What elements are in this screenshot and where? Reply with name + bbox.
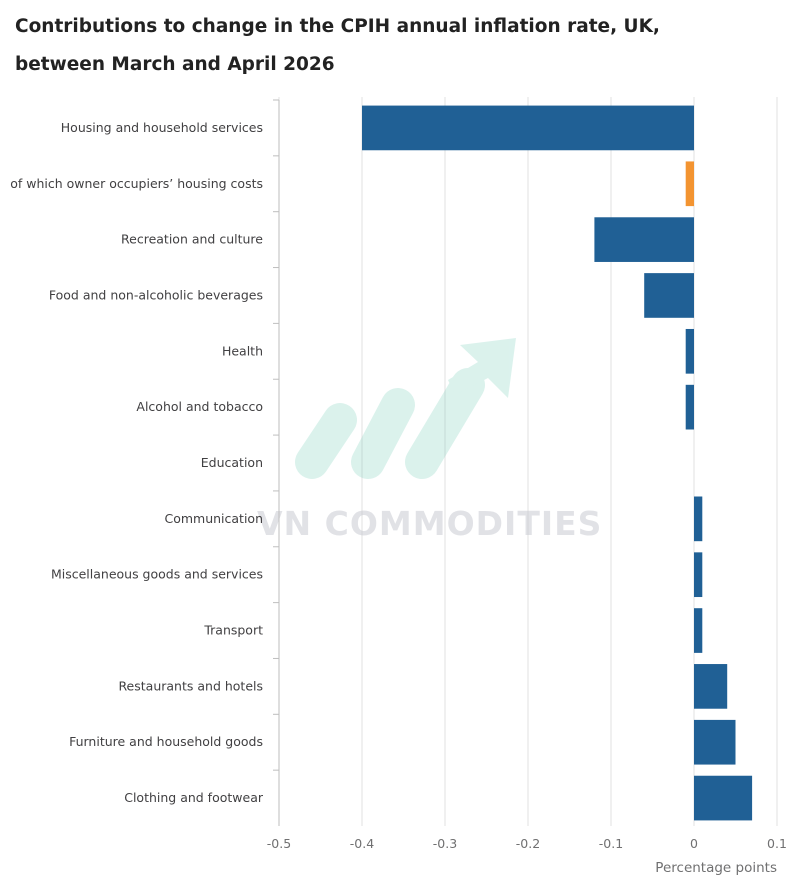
- bar: [685, 328, 694, 374]
- x-tick-label: 0: [690, 836, 698, 851]
- x-tick-label: -0.3: [433, 836, 457, 851]
- x-axis-title: Percentage points: [655, 860, 777, 876]
- x-axis-ticks: -0.5 -0.4 -0.3 -0.2 -0.1 0 0.1: [267, 836, 787, 851]
- category-label: Transport: [203, 623, 263, 638]
- bar: [685, 161, 694, 207]
- category-label: Miscellaneous goods and services: [51, 567, 263, 582]
- bar: [644, 273, 694, 318]
- category-label: Food and non-alcoholic beverages: [49, 287, 263, 302]
- bar: [694, 775, 753, 821]
- category-label: Furniture and household goods: [69, 734, 263, 749]
- bars: [362, 105, 753, 821]
- x-tick-label: -0.5: [267, 836, 291, 851]
- category-label: Alcohol and tobacco: [136, 399, 263, 414]
- category-label: Health: [222, 343, 263, 358]
- category-label: Education: [201, 455, 263, 470]
- bar: [362, 105, 694, 151]
- bar: [685, 384, 694, 430]
- category-label: Communication: [164, 511, 263, 526]
- bar: [694, 552, 703, 598]
- category-label: of which owner occupiers’ housing costs: [10, 176, 263, 191]
- category-label: Recreation and culture: [121, 232, 263, 247]
- category-label: Restaurants and hotels: [118, 678, 263, 693]
- bar: [694, 664, 728, 709]
- x-tick-label: -0.4: [350, 836, 374, 851]
- chart-title: Contributions to change in the CPIH annu…: [15, 16, 660, 75]
- category-labels: Housing and household services of which o…: [10, 99, 279, 805]
- category-label: Housing and household services: [61, 120, 263, 135]
- bar: [694, 719, 736, 765]
- bar: [594, 217, 694, 262]
- x-tick-label: -0.1: [599, 836, 623, 851]
- watermark: VN COMMODITIES: [257, 338, 602, 543]
- bar: [694, 496, 703, 542]
- x-tick-label: 0.1: [767, 836, 787, 851]
- watermark-text: VN COMMODITIES: [257, 504, 602, 543]
- watermark-logo-icon: [295, 338, 516, 479]
- bar: [694, 608, 703, 653]
- x-tick-label: -0.2: [516, 836, 540, 851]
- category-label: Clothing and footwear: [124, 790, 264, 805]
